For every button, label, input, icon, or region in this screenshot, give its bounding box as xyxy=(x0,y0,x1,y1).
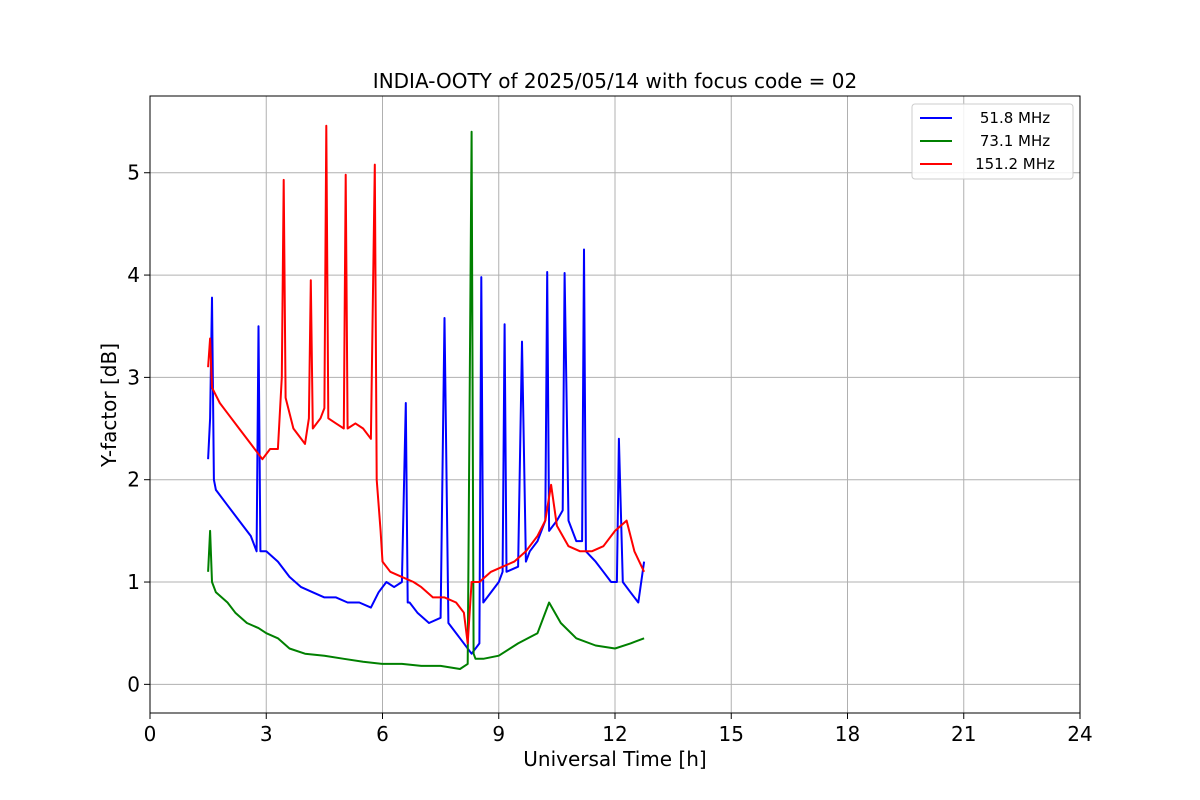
x-tick-label: 24 xyxy=(1067,722,1092,746)
x-ticks: 0 3 6 9 12 15 18 21 24 xyxy=(144,713,1093,746)
x-tick-label: 15 xyxy=(719,722,744,746)
x-tick-label: 0 xyxy=(144,722,157,746)
x-tick-label: 6 xyxy=(376,722,389,746)
y-tick-label: 0 xyxy=(127,672,140,696)
x-axis-label: Universal Time [h] xyxy=(523,747,706,771)
y-tick-label: 4 xyxy=(127,263,140,287)
x-tick-label: 18 xyxy=(835,722,860,746)
y-tick-label: 2 xyxy=(127,468,140,492)
y-tick-label: 3 xyxy=(127,365,140,389)
grid xyxy=(149,96,1081,713)
legend-label-0: 51.8 MHz xyxy=(980,109,1050,127)
legend: 51.8 MHz 73.1 MHz 151.2 MHz xyxy=(911,103,1074,180)
series-line-0 xyxy=(207,248,646,655)
x-tick-label: 21 xyxy=(951,722,976,746)
series-layer xyxy=(207,124,646,670)
y-ticks: 0 1 2 3 4 5 xyxy=(127,161,150,696)
y-tick-label: 1 xyxy=(127,570,140,594)
chart-title: INDIA-OOTY of 2025/05/14 with focus code… xyxy=(373,69,857,93)
y-axis-label: Y-factor [dB] xyxy=(97,343,121,468)
legend-label-1: 73.1 MHz xyxy=(980,132,1050,150)
x-tick-label: 3 xyxy=(260,722,273,746)
legend-box xyxy=(911,103,1074,180)
x-tick-label: 9 xyxy=(492,722,505,746)
x-tick-label: 12 xyxy=(602,722,627,746)
series-line-1 xyxy=(207,130,645,670)
series-line-2 xyxy=(207,124,646,645)
y-tick-label: 5 xyxy=(127,161,140,185)
legend-label-2: 151.2 MHz xyxy=(975,155,1055,173)
